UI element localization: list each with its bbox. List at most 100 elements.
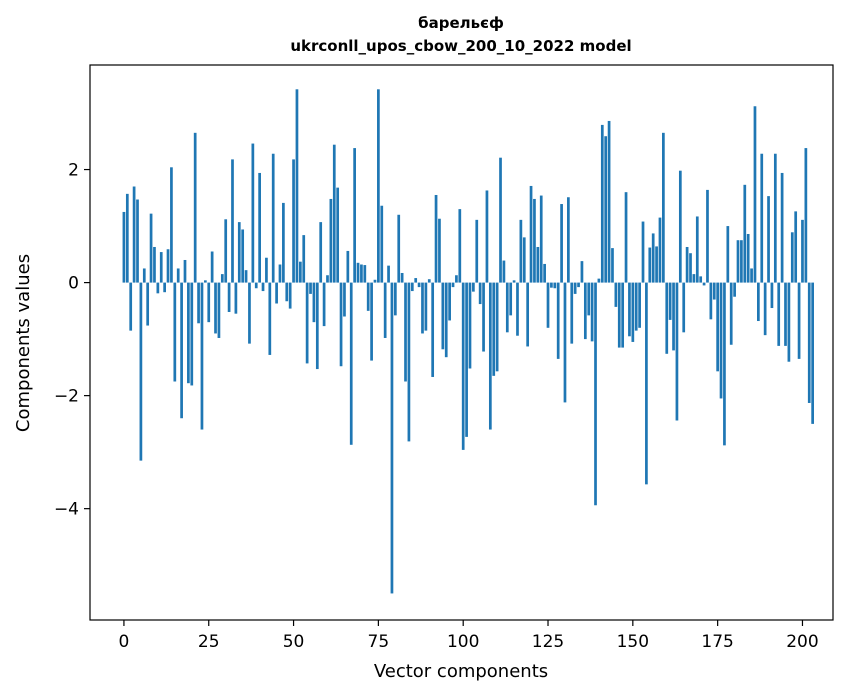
bar-167: [689, 253, 692, 283]
bar-35: [241, 229, 245, 283]
bar-130: [563, 282, 567, 403]
bar-119: [526, 282, 530, 347]
bar-2: [129, 282, 133, 331]
bar-53: [302, 235, 306, 283]
bar-170: [699, 276, 703, 283]
bar-22: [197, 282, 200, 324]
bar-64: [339, 282, 343, 367]
bar-159: [662, 132, 665, 283]
bar-89: [424, 282, 428, 331]
bar-68: [353, 148, 356, 283]
bar-46: [278, 264, 282, 283]
x-tick-label: 50: [283, 632, 305, 652]
bar-73: [370, 282, 373, 361]
bar-165: [682, 282, 686, 333]
bar-32: [231, 159, 234, 283]
bar-62: [332, 144, 336, 283]
bar-15: [173, 282, 177, 382]
bar-136: [583, 282, 587, 340]
bar-138: [590, 282, 594, 342]
bar-8: [149, 213, 153, 283]
bar-91: [431, 282, 435, 377]
bar-85: [410, 282, 414, 292]
bar-145: [614, 282, 618, 307]
bar-127: [553, 282, 557, 289]
bar-19: [187, 282, 190, 384]
bar-181: [736, 240, 740, 283]
bar-57: [315, 282, 319, 370]
bar-80: [393, 282, 397, 316]
bar-178: [726, 226, 730, 283]
bar-166: [685, 246, 689, 283]
bar-172: [706, 189, 709, 283]
bar-12: [163, 282, 166, 293]
x-tick-label: 75: [368, 632, 390, 652]
bar-154: [645, 282, 648, 485]
bar-123: [539, 195, 543, 283]
bar-96: [448, 282, 451, 321]
bar-114: [509, 282, 513, 316]
x-tick-label: 200: [786, 632, 818, 652]
bar-107: [485, 190, 489, 283]
bar-112: [502, 260, 506, 283]
bar-27: [214, 282, 217, 334]
bar-36: [244, 270, 248, 283]
bar-51: [295, 89, 299, 283]
bar-9: [153, 246, 156, 283]
bar-30: [224, 219, 228, 283]
bar-191: [770, 282, 774, 309]
bar-90: [427, 279, 431, 283]
bar-158: [658, 217, 662, 283]
bar-10: [156, 282, 160, 294]
bar-111: [499, 157, 502, 283]
x-axis-label: Vector components: [374, 661, 548, 682]
bar-196: [787, 282, 791, 362]
bar-55: [309, 282, 312, 294]
bar-34: [237, 222, 241, 283]
bar-17: [180, 282, 183, 419]
bar-179: [729, 282, 733, 345]
bar-106: [482, 282, 485, 352]
bar-113: [505, 282, 509, 333]
bar-161: [668, 282, 672, 320]
bar-59: [322, 282, 326, 327]
bar-6: [142, 268, 146, 283]
bar-200: [801, 219, 804, 283]
bar-162: [672, 282, 675, 351]
bar-78: [387, 265, 390, 283]
bar-195: [784, 282, 787, 346]
bar-47: [282, 202, 285, 283]
y-tick-label: −2: [54, 387, 79, 407]
bar-81: [397, 214, 401, 283]
x-tick-label: 25: [198, 632, 220, 652]
bar-56: [312, 282, 316, 323]
bar-124: [543, 263, 546, 283]
bar-95: [444, 282, 448, 358]
bar-189: [763, 282, 767, 336]
bar-50: [292, 159, 295, 283]
bar-202: [807, 282, 811, 403]
bar-108: [488, 282, 492, 430]
bar-70: [360, 264, 363, 283]
bar-86: [414, 278, 418, 283]
bar-201: [804, 148, 808, 283]
bar-92: [434, 194, 438, 283]
bar-5: [139, 282, 143, 461]
bar-series: [122, 89, 815, 594]
bar-63: [336, 187, 340, 283]
bar-171: [702, 282, 706, 286]
bar-183: [743, 184, 747, 283]
bar-193: [777, 282, 781, 346]
chart-title: барельєф: [418, 14, 504, 32]
bar-43: [268, 282, 272, 355]
bar-100: [461, 282, 465, 450]
bar-71: [363, 265, 367, 283]
bar-48: [285, 282, 289, 302]
bar-88: [421, 282, 424, 334]
x-tick-label: 125: [532, 632, 564, 652]
bar-128: [556, 282, 560, 359]
y-axis-label: Components values: [13, 254, 34, 432]
bar-176: [719, 282, 723, 399]
bar-38: [251, 143, 255, 283]
